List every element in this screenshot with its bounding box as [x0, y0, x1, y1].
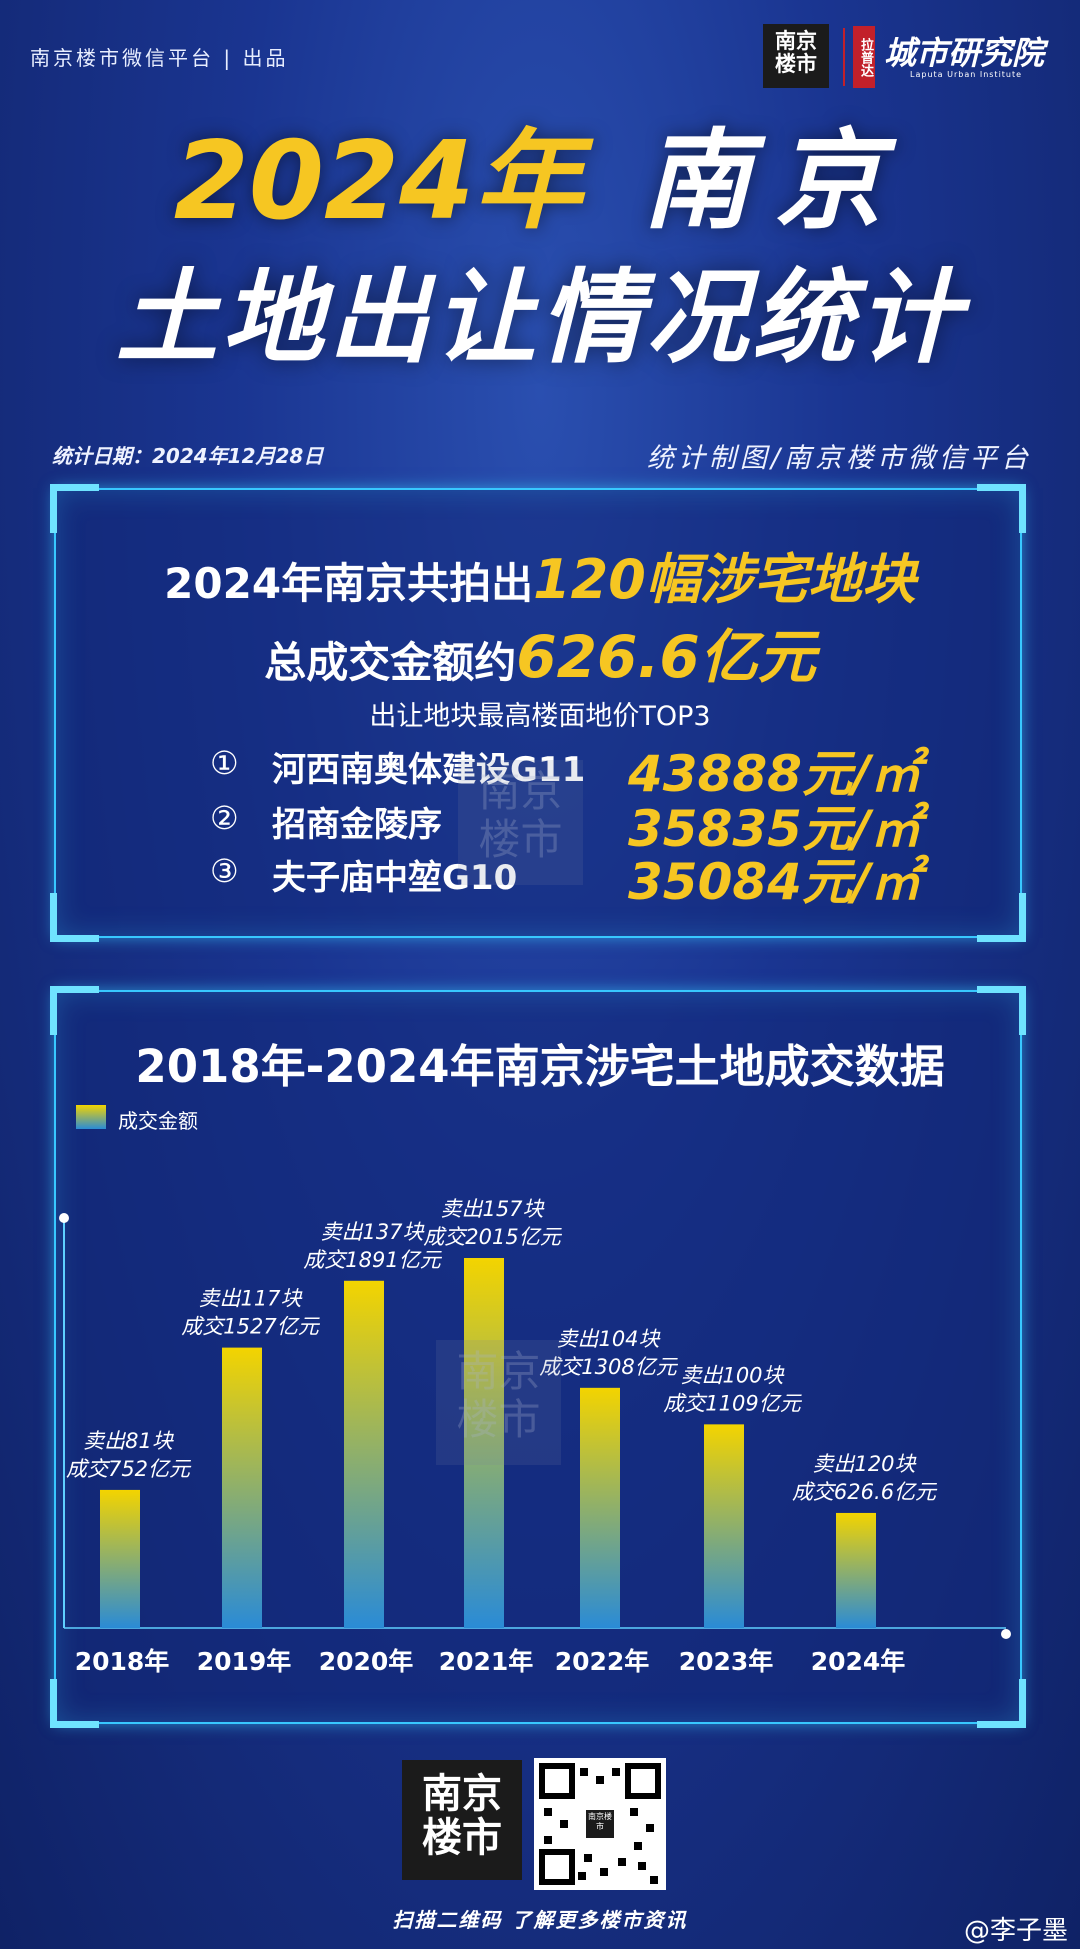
- x-tick-label: 2019年: [197, 1647, 292, 1676]
- title-year: 2024年: [173, 119, 583, 244]
- bar-data-label: 成交1527亿元: [181, 1315, 320, 1339]
- x-tick-label: 2021年: [439, 1647, 534, 1676]
- bar-data-label: 卖出81块: [83, 1429, 175, 1453]
- axis-end-dot: [1001, 1629, 1011, 1639]
- institute-english-name: Laputa Urban Institute: [910, 70, 1023, 79]
- top3-plot-name: 河西南奥体建设G11: [272, 750, 586, 790]
- bar-data-label: 成交1109亿元: [663, 1391, 802, 1415]
- bar-data-label: 卖出157块: [440, 1197, 545, 1221]
- bar-data-label: 成交626.6亿元: [792, 1480, 938, 1504]
- bar: [344, 1280, 384, 1628]
- nanjing-loushi-logo: 南京 楼市: [763, 24, 829, 88]
- axis-end-dot: [59, 1213, 69, 1223]
- header-divider: [843, 28, 845, 86]
- summary-line-2: 总成交金额约626.6亿元: [0, 610, 1080, 694]
- x-tick-label: 2018年: [75, 1647, 170, 1676]
- stat-date: 统计日期：2024年12月28日: [52, 444, 324, 468]
- bar-data-label: 卖出120块: [812, 1452, 917, 1476]
- bar: [222, 1347, 262, 1628]
- bar-data-label: 卖出104块: [556, 1327, 661, 1351]
- main-title: 2024年 南京: [0, 128, 1080, 236]
- bar-data-label: 成交1891亿元: [303, 1248, 442, 1272]
- top3-price: 35835元/㎡: [628, 800, 921, 858]
- top3-row: ② 招商金陵序 35835元/㎡: [210, 795, 930, 858]
- summary-line-2-prefix: 总成交金额约: [264, 638, 517, 687]
- x-tick-label: 2022年: [555, 1647, 650, 1676]
- title-city: 南京: [642, 119, 907, 244]
- publisher-label: 南京楼市微信平台 | 出品: [30, 46, 289, 70]
- top3-plot-name: 夫子庙中堃G10: [272, 858, 518, 898]
- qr-center-logo: 南京楼市: [586, 1810, 614, 1838]
- top3-rank: ②: [210, 799, 239, 837]
- bar: [580, 1387, 620, 1628]
- top3-row: ③ 夫子庙中堃G10 35084元/㎡: [210, 848, 930, 911]
- summary-panel: [50, 484, 1026, 942]
- legend-swatch: [76, 1105, 106, 1129]
- x-tick-label: 2023年: [679, 1647, 774, 1676]
- bar-data-label: 卖出100块: [680, 1363, 785, 1387]
- bar-data-label: 卖出137块: [320, 1220, 425, 1244]
- qr-code[interactable]: 南京楼市: [534, 1758, 666, 1890]
- x-tick-label: 2020年: [319, 1647, 414, 1676]
- top3-rank: ③: [210, 852, 239, 890]
- chart-title: 2018年-2024年南京涉宅土地成交数据: [135, 1040, 945, 1093]
- top3-price: 43888元/㎡: [628, 745, 921, 803]
- weibo-handle: @李子墨: [963, 1916, 1068, 1946]
- footer-logo: 南京 楼市: [402, 1760, 522, 1880]
- bar: [836, 1512, 876, 1628]
- summary-line-1: 2024年南京共拍出120幅涉宅地块: [0, 535, 1080, 614]
- bar-data-label: 成交1308亿元: [539, 1355, 678, 1379]
- bar-data-label: 成交752亿元: [66, 1457, 192, 1481]
- top3-price: 35084元/㎡: [628, 853, 921, 911]
- x-tick-label: 2024年: [811, 1647, 906, 1676]
- top3-title: 出让地块最高楼面地价TOP3: [369, 701, 711, 732]
- summary-plot-count: 120幅涉宅地块: [533, 548, 916, 611]
- top3-plot-name: 招商金陵序: [272, 805, 442, 845]
- summary-total-amount: 626.6亿元: [516, 623, 816, 691]
- bar: [464, 1258, 504, 1628]
- top3-rank: ①: [210, 744, 239, 782]
- legend-label: 成交金额: [118, 1109, 198, 1133]
- bar: [704, 1424, 744, 1628]
- bar-data-label: 卖出117块: [198, 1287, 303, 1311]
- institute-name: 城市研究院: [884, 34, 1045, 72]
- partner-tag: 拉普达: [853, 26, 875, 88]
- summary-line-1-prefix: 2024年南京共拍出: [164, 559, 534, 608]
- main-subtitle: 土地出让情况统计: [116, 259, 964, 378]
- bar-data-label: 成交2015亿元: [423, 1225, 562, 1249]
- qr-pattern-icon: [539, 1763, 661, 1885]
- scan-hint: 扫描二维码 了解更多楼市资讯: [392, 1908, 688, 1932]
- watermark: 南京 楼市: [436, 1340, 561, 1465]
- watermark: 南京 楼市: [458, 760, 583, 885]
- top3-row: ① 河西南奥体建设G11 43888元/㎡: [210, 740, 930, 803]
- bar: [100, 1489, 140, 1628]
- chart-credit: 统计制图/南京楼市微信平台: [646, 443, 1032, 474]
